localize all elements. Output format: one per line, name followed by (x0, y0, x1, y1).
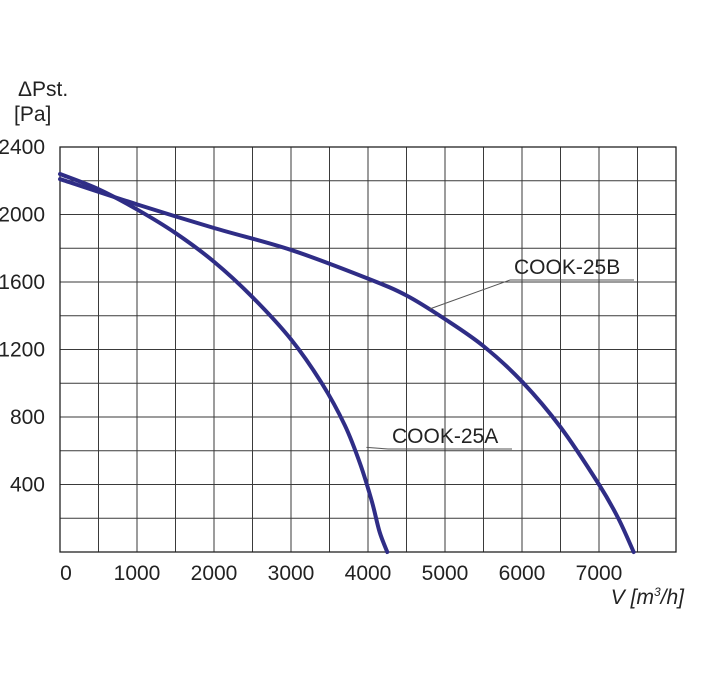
plot-frame (59, 146, 677, 553)
x-tick-label: 7000 (576, 562, 623, 585)
x-tick-label: 3000 (268, 562, 315, 585)
series-label-cook-25b: COOK-25B (514, 256, 620, 279)
x-tick-label: 6000 (499, 562, 546, 585)
y-tick-label: 1200 (0, 339, 45, 362)
x-axis-label: V [m3/h] (611, 585, 685, 609)
x-axis-label-sup: 3 (654, 585, 661, 599)
y-tick-label: 2400 (0, 136, 45, 159)
x-tick-label: 2000 (191, 562, 238, 585)
y-tick-label: 1600 (0, 271, 45, 294)
series-leader-cook-25b (429, 279, 511, 310)
series-line-cook-25b (58, 177, 636, 554)
y-tick-label: 400 (10, 474, 45, 497)
x-tick-label: 0 (60, 562, 72, 585)
series-layer: COOK-25A COOK-25B (58, 172, 636, 554)
series-label-cook-25a: COOK-25A (392, 425, 498, 448)
tick-labels: 0 1000 2000 3000 4000 5000 6000 7000 400 800 1200 1… (0, 136, 622, 585)
y-axis-unit: [Pa] (14, 103, 51, 126)
y-tick-label: 800 (10, 406, 45, 429)
x-tick-label: 4000 (345, 562, 392, 585)
y-tick-label: 2000 (0, 204, 45, 227)
y-axis-symbol-text: ΔPst. (18, 78, 68, 101)
x-axis-label-suffix: /h] (659, 586, 686, 609)
x-tick-label: 1000 (114, 562, 161, 585)
y-axis-symbol: ΔPst. (18, 78, 68, 101)
series-leader-cook-25a (366, 446, 389, 450)
x-tick-label: 5000 (422, 562, 469, 585)
x-axis-label-prefix: V [m (611, 586, 654, 609)
series-line-cook-25a (58, 172, 390, 554)
